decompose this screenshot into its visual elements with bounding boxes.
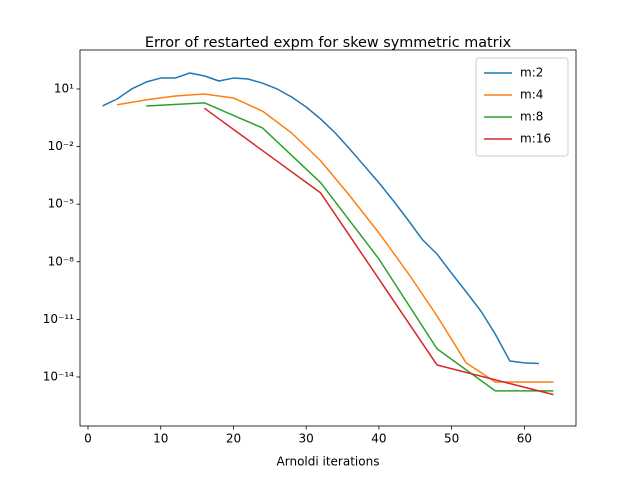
legend-label: m:2: [520, 66, 543, 80]
legend-label: m:8: [520, 110, 543, 124]
x-tick-label: 50: [444, 432, 459, 446]
chart-title: Error of restarted expm for skew symmetr…: [145, 35, 512, 51]
x-tick-label: 60: [517, 432, 532, 446]
y-tick-label: 10⁻²: [48, 139, 75, 153]
series-line: [146, 102, 554, 392]
y-tick-label: 10⁻⁵: [48, 197, 75, 211]
legend-box: [475, 57, 569, 157]
y-tick-label: 10⁻¹⁴: [43, 369, 74, 383]
legend-label: m:4: [520, 88, 543, 102]
series-line: [102, 72, 539, 365]
x-axis-label: Arnoldi iterations: [277, 455, 380, 469]
x-tick-label: 20: [226, 432, 241, 446]
y-tick-label: 10¹: [54, 81, 74, 95]
series-line: [116, 93, 554, 383]
legend-label: m:16: [520, 132, 551, 146]
y-tick-label: 10⁻¹¹: [43, 312, 74, 326]
x-tick-label: 30: [299, 432, 314, 446]
x-tick-label: 40: [371, 432, 386, 446]
series-line: [203, 107, 554, 396]
x-tick-label: 10: [153, 432, 168, 446]
x-tick-label: 0: [84, 432, 92, 446]
y-tick-label: 10⁻⁸: [48, 254, 75, 268]
plot-frame: [79, 49, 577, 427]
